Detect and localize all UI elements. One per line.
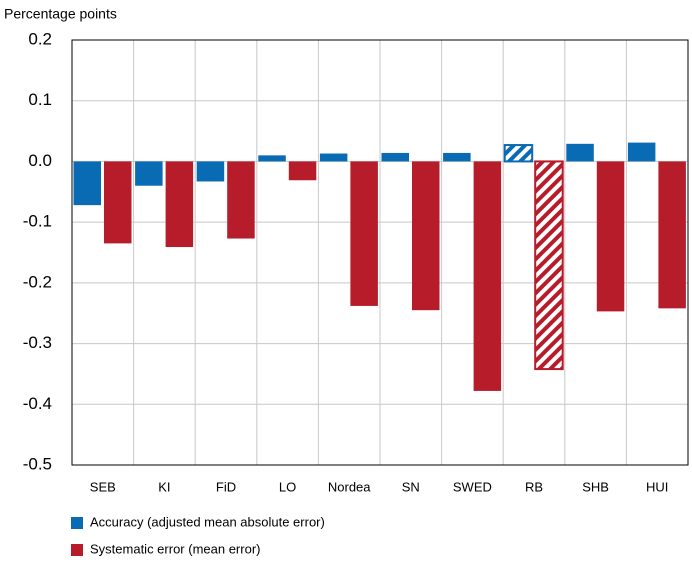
x-tick-label: SN [402, 479, 420, 494]
bar [104, 161, 132, 244]
bar [165, 161, 194, 248]
bar [412, 161, 440, 311]
bar [473, 161, 502, 391]
bar [503, 144, 534, 163]
legend-label: Systematic error (mean error) [90, 541, 260, 556]
bar [596, 161, 625, 312]
y-axis-label: Percentage points [4, 6, 117, 22]
bar [350, 161, 378, 306]
y-tick-label: 0.2 [28, 29, 52, 48]
bar [288, 161, 317, 181]
x-tick-label: SEB [90, 479, 116, 494]
bar [658, 161, 686, 309]
y-tick-label: -0.5 [23, 454, 52, 473]
legend-label: Accuracy (adjusted mean absolute error) [90, 514, 325, 529]
legend-swatch [71, 544, 83, 556]
bar [381, 152, 409, 162]
bar [319, 153, 348, 162]
bar [196, 161, 225, 182]
y-tick-label: 0.0 [28, 151, 52, 170]
bar [227, 161, 255, 239]
y-tick-label: -0.4 [23, 394, 52, 413]
x-tick-label: Nordea [328, 479, 371, 494]
x-tick-label: HUI [646, 479, 668, 494]
bar [627, 142, 656, 162]
x-tick-label: RB [525, 479, 543, 494]
bar [135, 161, 163, 186]
y-tick-label: -0.3 [23, 333, 52, 352]
bar [534, 160, 564, 371]
bar [73, 161, 101, 206]
y-tick-label: -0.1 [23, 212, 52, 231]
x-tick-label: KI [158, 479, 170, 494]
y-tick-label: 0.1 [28, 90, 52, 109]
legend-swatch [71, 517, 83, 529]
x-tick-label: FiD [216, 479, 236, 494]
plot-frame [71, 39, 689, 466]
bar [566, 143, 594, 162]
x-tick-label: LO [279, 479, 296, 494]
y-tick-label: -0.2 [23, 272, 52, 291]
x-tick-label: SWED [453, 479, 492, 494]
bar [258, 155, 286, 162]
bar [443, 152, 471, 162]
x-tick-label: SHB [582, 479, 609, 494]
